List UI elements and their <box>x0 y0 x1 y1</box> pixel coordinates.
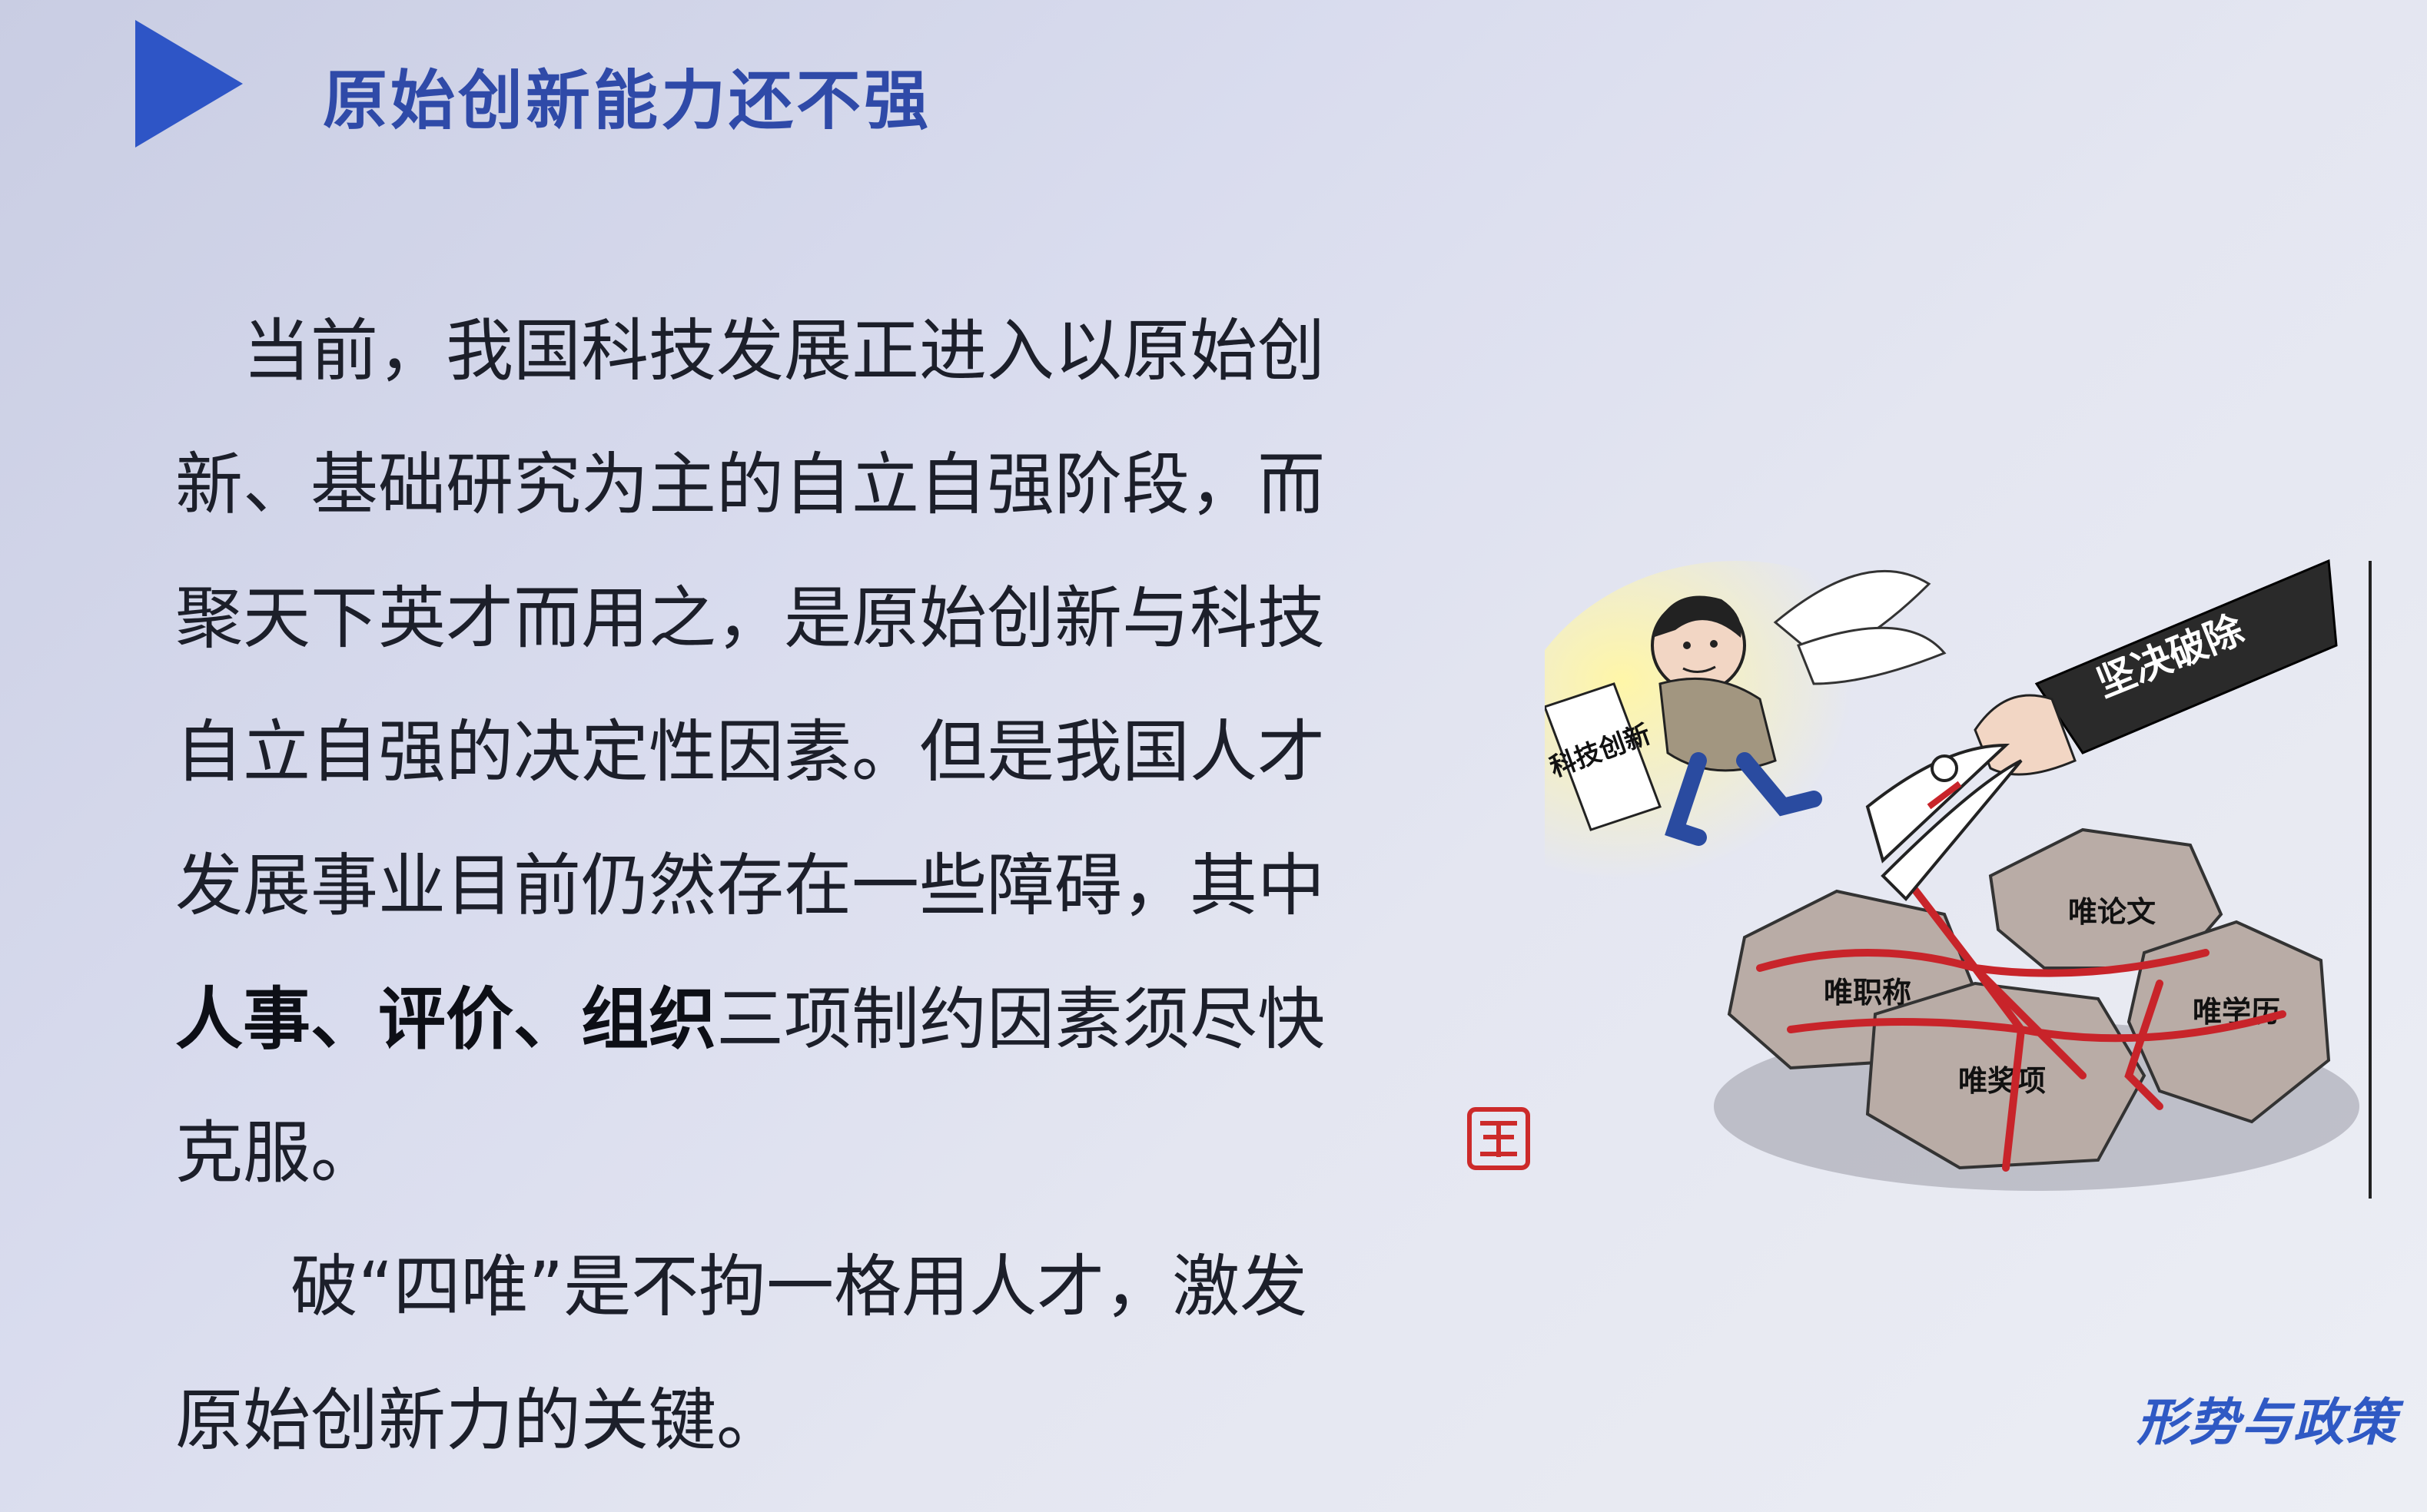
bold-evaluation: 评价 <box>378 980 514 1059</box>
rock-degree: 唯学历 <box>2127 920 2331 1124</box>
bold-organization: 组织 <box>581 980 717 1059</box>
svg-text:唯奖项: 唯奖项 <box>1958 1064 2046 1098</box>
paper-sheet: 科技创新 <box>1545 682 1662 831</box>
scissors <box>1865 743 2023 901</box>
divider-line <box>2369 561 2372 1199</box>
cartoon-illustration: 唯论文 唯职称 唯学历 唯奖项 坚决破除 <box>1545 559 2359 1191</box>
svg-text:唯论文: 唯论文 <box>2068 895 2156 929</box>
paragraph-2: 破“四唯”是不拘一格用人才，激发原始创新力的关键。 <box>175 1247 1308 1460</box>
play-icon <box>135 20 243 148</box>
bold-personnel: 人事 <box>175 980 311 1059</box>
rock-awards: 唯奖项 <box>1865 981 2146 1170</box>
brand-logo-text: 形势与政策 <box>2136 1392 2398 1452</box>
paragraph-1: 当前，我国科技发展正进入以原始创新、基础研究为主的自立自强阶段，而聚天下英才而用… <box>175 311 1326 1192</box>
svg-text:唯职称: 唯职称 <box>1824 976 1911 1010</box>
sleeve-arm: 坚决破除 <box>1974 559 2338 776</box>
flying-figure <box>1651 569 1947 846</box>
slide-title: 原始创新能力还不强 <box>323 63 932 138</box>
body-text: 当前，我国科技发展正进入以原始创新、基础研究为主的自立自强阶段，而聚天下英才而用… <box>175 284 1374 1487</box>
seal-stamp <box>1467 1107 1530 1170</box>
